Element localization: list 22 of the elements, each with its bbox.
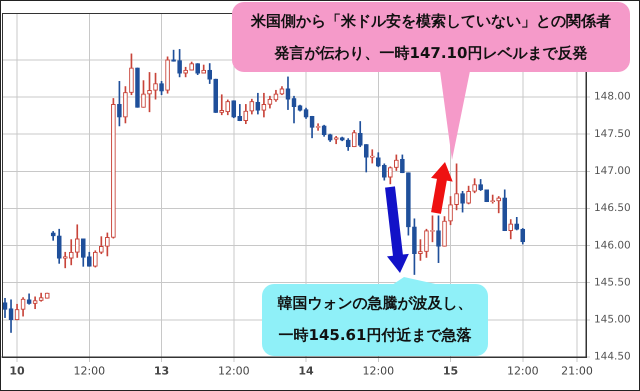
y-tick-label: 144.50 bbox=[594, 350, 631, 363]
y-tick-label: 147.50 bbox=[594, 128, 631, 140]
x-tick-label: 12:00 bbox=[506, 364, 539, 378]
y-tick-label: 147.00 bbox=[594, 164, 631, 177]
annotation: 韓国ウォンの急騰が波及し、一時145.61円付近まで急落 bbox=[276, 293, 474, 346]
y-tick-label: 146.00 bbox=[594, 239, 631, 252]
candlestick bbox=[147, 72, 152, 112]
y-tick-label: 145.00 bbox=[594, 314, 631, 326]
x-tick-label: 12:00 bbox=[218, 364, 250, 378]
x-tick-label: 21:00 bbox=[561, 364, 593, 378]
x-tick-label: 10 bbox=[9, 364, 26, 378]
annotation: 米国側から「米ドル安を模索していない」との関係者発言が伝わり、一時147.10円レベルまで反発 bbox=[250, 11, 612, 64]
x-tick-label: 12:00 bbox=[362, 364, 394, 378]
x-tick-label: 14 bbox=[298, 364, 314, 378]
candlestick bbox=[418, 239, 423, 261]
candlestick bbox=[430, 216, 435, 242]
x-tick-label: 12:00 bbox=[73, 364, 106, 378]
x-tick-label: 13 bbox=[154, 364, 170, 378]
y-tick-label: 146.50 bbox=[594, 202, 631, 214]
y-tick-label: 148.00 bbox=[594, 90, 631, 103]
y-tick-label: 145.50 bbox=[594, 276, 631, 288]
x-tick-label: 15 bbox=[442, 364, 458, 378]
